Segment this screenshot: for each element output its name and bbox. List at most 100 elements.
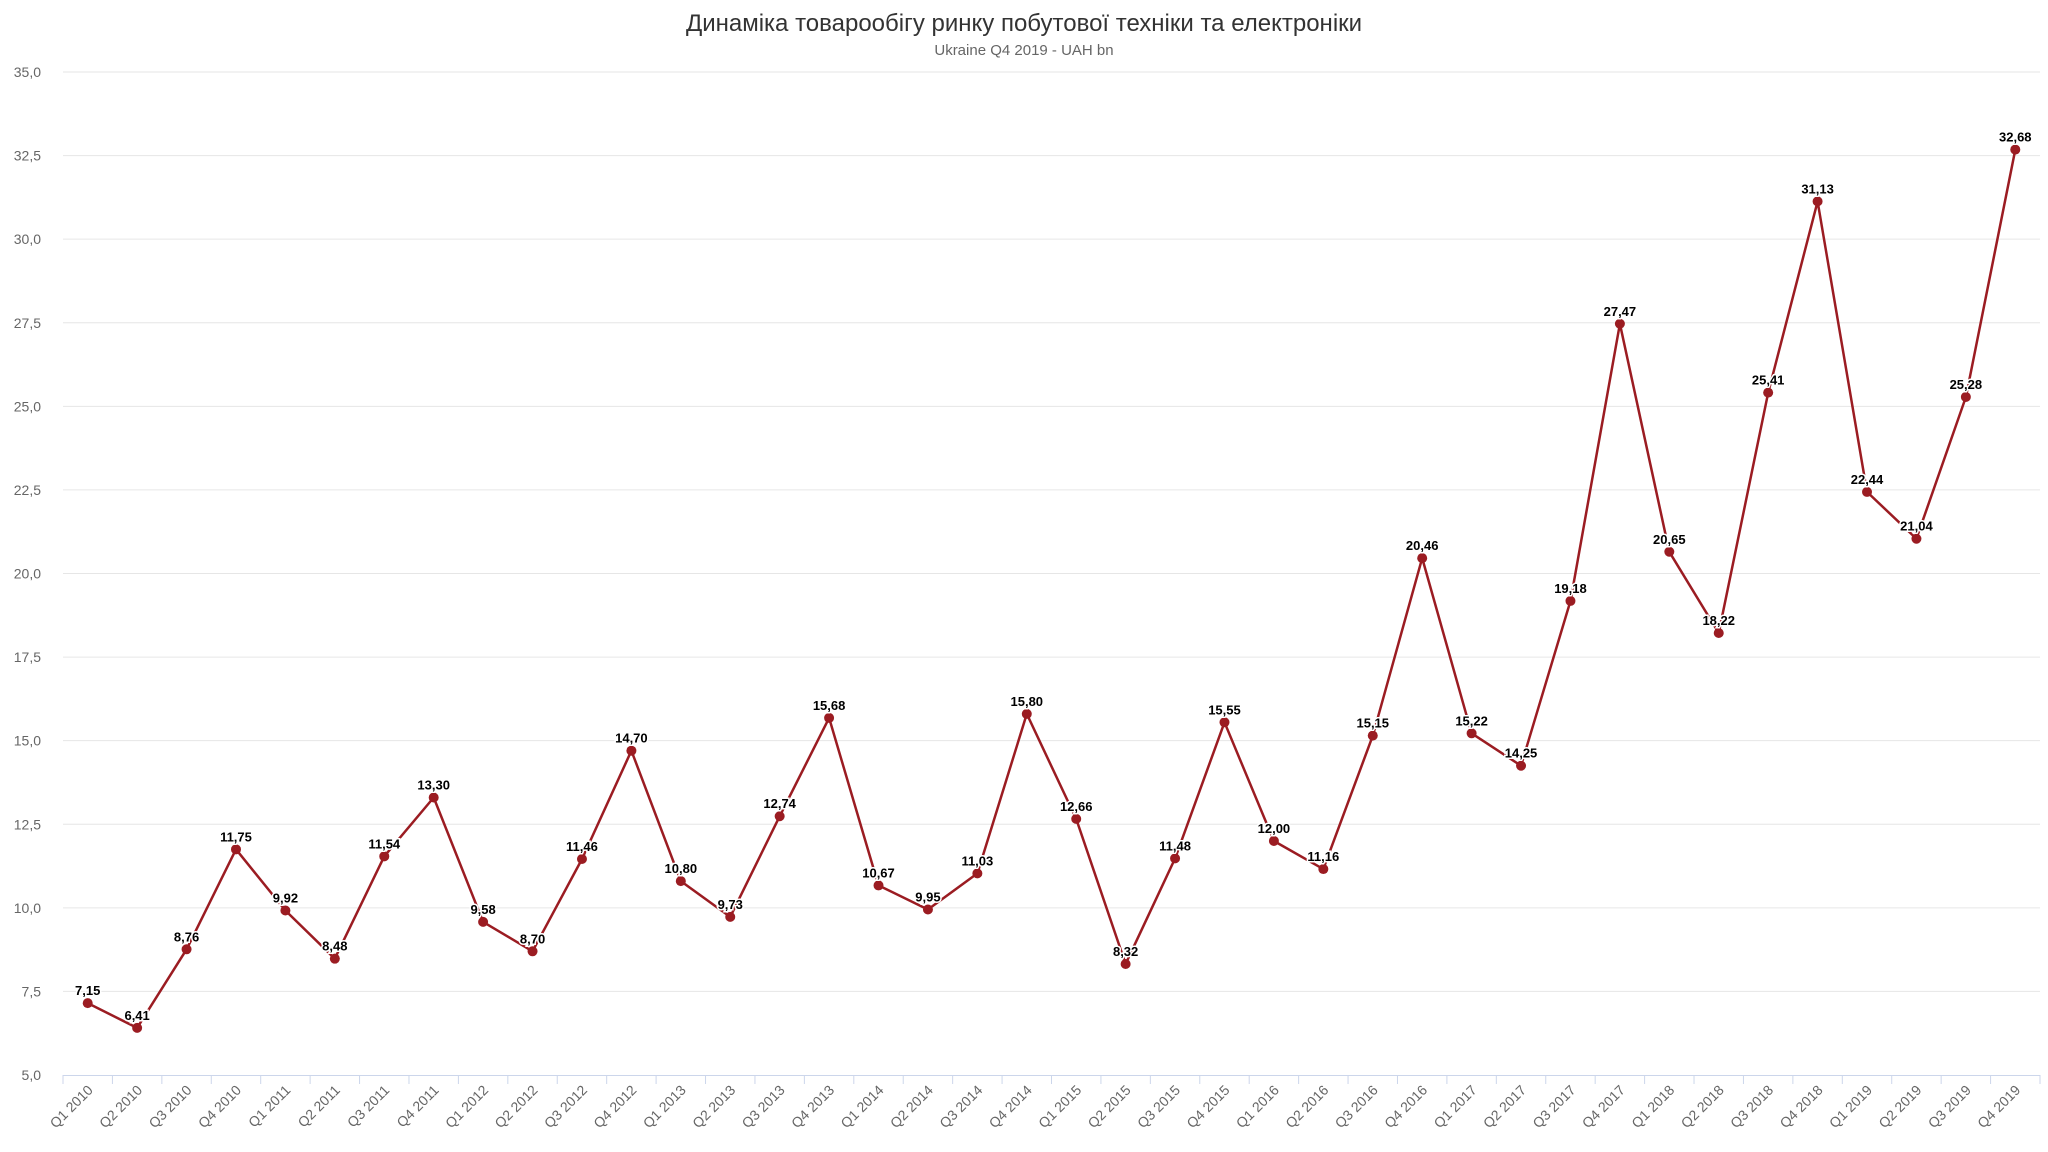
data-point[interactable]: [2010, 144, 2021, 155]
y-tick-label: 7,5: [22, 983, 42, 999]
data-label: 15,15: [1356, 716, 1389, 731]
data-point[interactable]: [1516, 760, 1527, 771]
data-label: 10,80: [665, 861, 698, 876]
data-point[interactable]: [1170, 853, 1181, 864]
data-label: 20,46: [1406, 538, 1439, 553]
data-point[interactable]: [1071, 813, 1082, 824]
data-point[interactable]: [1812, 196, 1823, 207]
data-point[interactable]: [329, 953, 340, 964]
data-label: 18,22: [1702, 613, 1735, 628]
y-tick-label: 30,0: [14, 231, 41, 247]
x-tick-label: Q2 2018: [1678, 1082, 1727, 1131]
data-point[interactable]: [1466, 728, 1477, 739]
y-tick-label: 17,5: [14, 649, 41, 665]
y-tick-label: 22,5: [14, 482, 41, 498]
data-point[interactable]: [1120, 959, 1131, 970]
data-point[interactable]: [824, 712, 835, 723]
y-tick-label: 27,5: [14, 315, 41, 331]
data-point[interactable]: [1862, 486, 1873, 497]
data-point[interactable]: [181, 944, 192, 955]
data-label: 19,18: [1554, 581, 1587, 596]
x-tick-label: Q4 2012: [590, 1082, 639, 1131]
data-point[interactable]: [1664, 546, 1675, 557]
data-label: 14,25: [1505, 746, 1538, 761]
data-point[interactable]: [1763, 387, 1774, 398]
x-tick-label: Q2 2015: [1084, 1082, 1133, 1131]
data-label: 8,76: [174, 929, 199, 944]
data-label: 20,65: [1653, 532, 1686, 547]
series-line: [87, 149, 2017, 1030]
x-tick-label: Q4 2015: [1183, 1082, 1232, 1131]
data-label: 8,32: [1113, 944, 1138, 959]
x-tick-label: Q3 2018: [1727, 1082, 1776, 1131]
x-tick-label: Q1 2014: [837, 1082, 886, 1131]
x-tick-label: Q3 2014: [936, 1082, 985, 1131]
data-point[interactable]: [873, 880, 884, 891]
data-label: 12,66: [1060, 799, 1093, 814]
markers-layer: [82, 144, 2021, 1033]
data-point[interactable]: [82, 998, 93, 1009]
x-tick-label: Q2 2013: [689, 1082, 738, 1131]
chart-title: Динаміка товарообігу ринку побутової тех…: [685, 10, 1363, 37]
data-point[interactable]: [725, 911, 736, 922]
data-point[interactable]: [1367, 730, 1378, 741]
data-point[interactable]: [576, 854, 587, 865]
data-point[interactable]: [1960, 391, 1971, 402]
data-point[interactable]: [1713, 628, 1724, 639]
data-point[interactable]: [1417, 553, 1428, 564]
x-tick-label: Q3 2016: [1332, 1082, 1381, 1131]
x-tick-label: Q2 2010: [96, 1082, 145, 1131]
data-label: 11,46: [566, 839, 598, 854]
data-point[interactable]: [774, 811, 785, 822]
data-label: 6,41: [124, 1008, 149, 1023]
axes: 5,0 7,5 10,0 12,5 15,0 17,5 20,0 22,5 25,0 27,5 30…: [14, 64, 2041, 1131]
y-tick-label: 5,0: [22, 1067, 42, 1083]
data-label: 25,28: [1950, 377, 1983, 392]
x-tick-label: Q1 2012: [442, 1082, 491, 1131]
data-point[interactable]: [1565, 595, 1576, 606]
y-tick-label: 10,0: [14, 900, 41, 916]
x-tick-label: Q3 2010: [145, 1082, 194, 1131]
x-tick-label: Q2 2014: [887, 1082, 936, 1131]
data-point[interactable]: [1268, 835, 1279, 846]
x-tick-label: Q3 2011: [344, 1082, 393, 1131]
data-point[interactable]: [1318, 864, 1329, 875]
data-label: 11,75: [220, 829, 252, 844]
data-point[interactable]: [428, 792, 439, 803]
data-label: 15,22: [1455, 713, 1488, 728]
x-tick-label: Q1 2011: [245, 1082, 294, 1131]
data-label: 7,15: [75, 983, 100, 998]
x-tick-label: Q1 2016: [1233, 1082, 1282, 1131]
data-point[interactable]: [280, 905, 291, 916]
data-label: 9,95: [915, 890, 940, 905]
gridlines: [63, 71, 2040, 992]
x-tick-label: Q1 2013: [640, 1082, 689, 1131]
data-point[interactable]: [478, 916, 489, 927]
data-point[interactable]: [1219, 717, 1230, 728]
data-label: 15,80: [1011, 694, 1044, 709]
data-labels-layer: 7,15 6,41 8,76 11,75 9,92 8,48 11,54 13,30 9,58 8…: [74, 128, 2034, 1024]
data-point[interactable]: [230, 844, 241, 855]
data-point[interactable]: [675, 876, 686, 887]
data-label: 11,48: [1159, 838, 1191, 853]
x-tick-label: Q4 2010: [195, 1082, 244, 1131]
data-point[interactable]: [972, 868, 983, 879]
data-point[interactable]: [132, 1022, 143, 1033]
data-point[interactable]: [626, 745, 637, 756]
data-point[interactable]: [379, 851, 390, 862]
x-tick-label: Q1 2018: [1628, 1082, 1677, 1131]
x-tick-label: Q4 2019: [1974, 1082, 2023, 1131]
y-tick-label: 20,0: [14, 566, 41, 582]
data-point[interactable]: [1614, 318, 1625, 329]
data-point[interactable]: [527, 946, 538, 957]
data-point[interactable]: [1911, 533, 1922, 544]
y-tick-label: 12,5: [14, 816, 41, 832]
data-label: 21,04: [1900, 519, 1933, 534]
x-tick-label: Q2 2011: [294, 1082, 343, 1131]
x-tick-label: Q3 2015: [1134, 1082, 1183, 1131]
data-point[interactable]: [922, 904, 933, 915]
data-label: 12,74: [763, 796, 796, 811]
data-point[interactable]: [1021, 708, 1032, 719]
